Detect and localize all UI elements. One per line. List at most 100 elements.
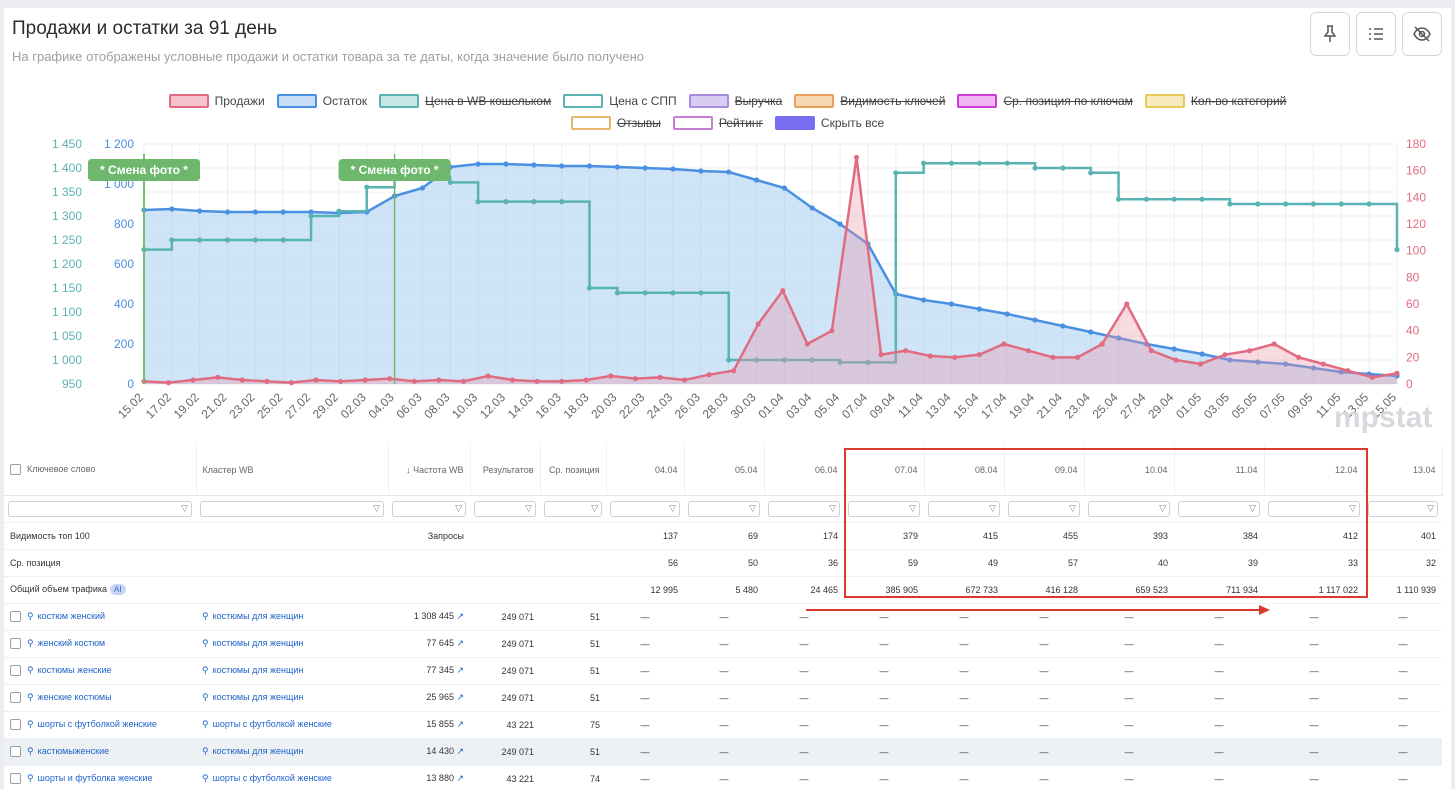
search-icon[interactable]: ⚲: [202, 746, 209, 756]
cluster-link[interactable]: костюмы для женщин: [212, 746, 304, 756]
cluster-link[interactable]: костюмы для женщин: [212, 665, 304, 675]
pin-button[interactable]: [1310, 12, 1350, 56]
col-date[interactable]: 09.04: [1004, 445, 1085, 496]
col-date[interactable]: 05.04: [684, 445, 765, 496]
trend-chart-icon[interactable]: ↗: [456, 665, 464, 675]
cluster-link[interactable]: шорты с футболкой женские: [212, 773, 332, 783]
col-cluster[interactable]: Кластер WB: [196, 445, 389, 496]
col-frequency[interactable]: ↓ Частота WB: [388, 445, 471, 496]
date-value-cell: —: [606, 630, 684, 658]
legend-item[interactable]: Скрыть все: [774, 116, 884, 130]
keyword-link[interactable]: кастюмыженские: [37, 745, 110, 756]
col-date[interactable]: 12.04: [1264, 445, 1365, 496]
table-row[interactable]: ⚲ кастюмыженские ⚲ костюмы для женщин 14 430…: [4, 738, 1442, 766]
legend-item[interactable]: Кол-во категорий: [1144, 94, 1286, 108]
search-icon[interactable]: ⚲: [27, 637, 34, 648]
legend-item[interactable]: Рейтинг: [672, 116, 763, 130]
select-all-checkbox[interactable]: [10, 464, 21, 476]
legend-item[interactable]: Остаток: [276, 94, 367, 108]
col-date[interactable]: 13.04: [1364, 445, 1443, 496]
table-row[interactable]: ⚲ шорты и футболка женские ⚲ шорты с футбол…: [4, 765, 1442, 789]
table-row[interactable]: ⚲ шорты с футболкой женские ⚲ шорты с футбо…: [4, 711, 1442, 739]
column-filter[interactable]: ▽: [928, 500, 1000, 517]
date-value-cell: —: [764, 630, 844, 658]
col-results[interactable]: Результатов: [470, 445, 541, 496]
column-filter[interactable]: ▽: [848, 500, 920, 517]
trend-chart-icon[interactable]: ↗: [456, 692, 464, 702]
search-icon[interactable]: ⚲: [27, 772, 34, 783]
cluster-link[interactable]: костюмы для женщин: [212, 611, 304, 621]
col-date[interactable]: 11.04: [1174, 445, 1265, 496]
hide-button[interactable]: [1402, 12, 1442, 56]
column-filter[interactable]: ▽: [1088, 500, 1170, 517]
trend-chart-icon[interactable]: ↗: [456, 611, 464, 621]
data-point: [642, 165, 648, 171]
search-icon[interactable]: ⚲: [27, 718, 34, 729]
legend-item[interactable]: Видимость ключей: [794, 94, 945, 108]
row-checkbox[interactable]: [10, 665, 21, 677]
row-checkbox[interactable]: [10, 719, 21, 731]
legend-item[interactable]: Цена с СПП: [563, 94, 677, 108]
keyword-link[interactable]: женский костюм: [37, 637, 106, 648]
column-filter[interactable]: ▽: [1268, 500, 1360, 517]
column-filter[interactable]: ▽: [200, 500, 384, 517]
search-icon[interactable]: ⚲: [202, 611, 209, 621]
trend-chart-icon[interactable]: ↗: [456, 638, 464, 648]
column-filter[interactable]: ▽: [392, 500, 466, 517]
cluster-link[interactable]: костюмы для женщин: [212, 692, 304, 702]
search-icon[interactable]: ⚲: [202, 665, 209, 675]
col-date[interactable]: 04.04: [606, 445, 685, 496]
column-filter[interactable]: ▽: [768, 500, 840, 517]
column-filter[interactable]: ▽: [1368, 500, 1438, 517]
legend-item[interactable]: Отзывы: [570, 116, 661, 130]
table-row[interactable]: ⚲ костюмы женские ⚲ костюмы для женщин 77 34…: [4, 657, 1442, 685]
col-avg-position[interactable]: Ср. позиция: [540, 445, 607, 496]
col-date[interactable]: 08.04: [924, 445, 1005, 496]
legend-item[interactable]: Выручка: [688, 94, 782, 108]
data-point: [837, 359, 843, 365]
search-icon[interactable]: ⚲: [27, 691, 34, 702]
search-icon[interactable]: ⚲: [202, 692, 209, 702]
search-icon[interactable]: ⚲: [27, 664, 34, 675]
col-keyword[interactable]: Ключевое слово: [4, 445, 197, 496]
ai-badge[interactable]: AI: [110, 584, 126, 595]
search-icon[interactable]: ⚲: [202, 719, 209, 729]
keyword-link[interactable]: костюм женский: [37, 610, 106, 621]
trend-chart-icon[interactable]: ↗: [456, 746, 464, 756]
keyword-link[interactable]: костюмы женские: [37, 664, 112, 675]
row-checkbox[interactable]: [10, 638, 21, 650]
column-filter[interactable]: ▽: [610, 500, 680, 517]
row-checkbox[interactable]: [10, 746, 21, 758]
legend-item[interactable]: Ср. позиция по ключам: [957, 94, 1133, 108]
row-checkbox[interactable]: [10, 773, 21, 785]
col-date[interactable]: 07.04: [844, 445, 925, 496]
keyword-link[interactable]: женские костюмы: [37, 691, 112, 702]
legend-item[interactable]: Продажи: [168, 94, 265, 108]
x-tick-label: 17.02: [143, 390, 174, 421]
column-filter[interactable]: ▽: [688, 500, 760, 517]
search-icon[interactable]: ⚲: [27, 745, 34, 756]
column-filter[interactable]: ▽: [1008, 500, 1080, 517]
search-icon[interactable]: ⚲: [27, 610, 34, 621]
column-filter[interactable]: ▽: [8, 500, 192, 517]
search-icon[interactable]: ⚲: [202, 638, 209, 648]
column-filter[interactable]: ▽: [1178, 500, 1260, 517]
column-filter[interactable]: ▽: [474, 500, 536, 517]
cluster-link[interactable]: шорты с футболкой женские: [212, 719, 332, 729]
col-date[interactable]: 10.04: [1084, 445, 1175, 496]
list-button[interactable]: [1356, 12, 1396, 56]
keyword-link[interactable]: шорты с футболкой женские: [37, 718, 157, 729]
keyword-link[interactable]: шорты и футболка женские: [37, 772, 153, 783]
table-row[interactable]: ⚲ женские костюмы ⚲ костюмы для женщин 25 96…: [4, 684, 1442, 712]
cluster-link[interactable]: костюмы для женщин: [212, 638, 304, 648]
column-filter[interactable]: ▽: [544, 500, 602, 517]
row-checkbox[interactable]: [10, 692, 21, 704]
table-row[interactable]: ⚲ женский костюм ⚲ костюмы для женщин 77 645…: [4, 630, 1442, 658]
trend-chart-icon[interactable]: ↗: [456, 773, 464, 783]
legend-item[interactable]: Цена в WB кошельком: [379, 94, 551, 108]
table-row[interactable]: ⚲ костюм женский ⚲ костюмы для женщин 1 308 …: [4, 603, 1442, 631]
row-checkbox[interactable]: [10, 611, 21, 623]
search-icon[interactable]: ⚲: [202, 773, 209, 783]
col-date[interactable]: 06.04: [764, 445, 845, 496]
trend-chart-icon[interactable]: ↗: [456, 719, 464, 729]
